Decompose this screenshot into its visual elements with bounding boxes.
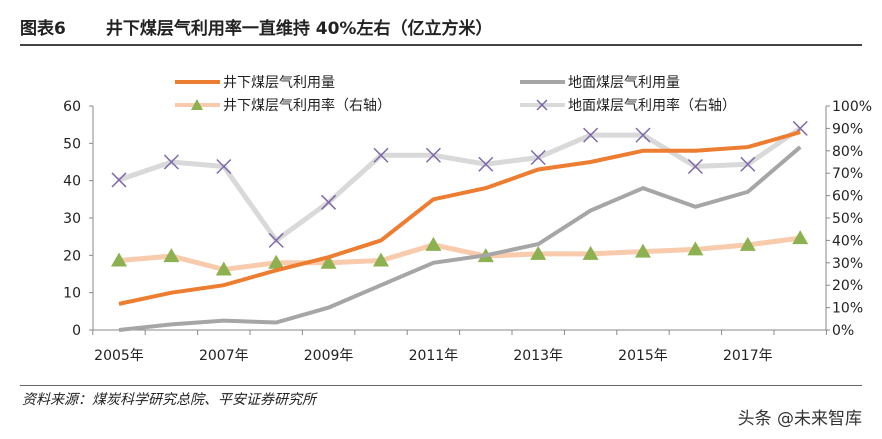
figure-title-text: 井下煤层气利用率一直维持 40%左右（亿立方米） [105, 19, 493, 39]
triangle-marker [215, 261, 232, 276]
x-tick-label: 2013年 [513, 348, 563, 364]
series-line [118, 235, 801, 273]
x-marker [635, 127, 651, 143]
x-marker [530, 149, 546, 166]
right-tick-label: 80% [832, 144, 863, 160]
triangle-marker [425, 236, 442, 251]
title-divider [20, 44, 862, 46]
figure-number: 图表6 [20, 19, 66, 39]
triangle-marker [530, 245, 547, 260]
x-tick-label: 2009年 [304, 348, 354, 364]
right-tick-label: 50% [832, 211, 863, 227]
triangle-marker [582, 245, 599, 260]
right-tick-label: 10% [832, 301, 863, 317]
left-tick-label: 10 [63, 286, 81, 302]
left-tick-label: 20 [63, 248, 81, 264]
x-marker [583, 127, 599, 143]
legend-label: 井下煤层气利用率（右轴） [223, 97, 391, 114]
x-tick-label: 2015年 [618, 348, 668, 364]
x-tick-label: 2011年 [409, 348, 459, 364]
left-tick-label: 60 [63, 99, 81, 115]
left-tick-label: 30 [63, 211, 81, 227]
x-marker [111, 172, 127, 188]
left-tick-label: 40 [63, 174, 81, 190]
footer-divider [20, 385, 862, 386]
x-marker [373, 147, 389, 163]
right-tick-label: 20% [832, 278, 863, 294]
series-line [118, 145, 802, 332]
series-line [118, 126, 802, 244]
x-marker [425, 147, 441, 163]
watermark: 头条 @未来智库 [737, 409, 862, 429]
right-tick-label: 60% [832, 189, 863, 205]
x-marker [216, 158, 232, 175]
x-tick-label: 2005年 [94, 348, 144, 364]
x-marker [163, 154, 179, 170]
x-marker [687, 158, 703, 175]
legend-label: 地面煤层气利用量 [568, 75, 680, 91]
x-tick-label: 2017年 [723, 348, 773, 364]
legend-label: 地面煤层气利用率（右轴） [568, 97, 736, 114]
triangle-marker [687, 241, 704, 256]
left-tick-label: 50 [63, 136, 81, 152]
x-marker [478, 156, 494, 172]
source-note: 资料来源：煤炭科学研究总院、平安证券研究所 [22, 392, 316, 408]
legend-label: 井下煤层气利用量 [223, 75, 335, 91]
triangle-marker [792, 230, 809, 245]
right-tick-label: 90% [832, 121, 863, 137]
triangle-marker [635, 243, 651, 258]
legend-triangle-icon [191, 99, 203, 110]
x-tick-label: 2007年 [199, 348, 249, 364]
right-tick-label: 100% [832, 99, 872, 115]
triangle-marker [111, 252, 127, 267]
right-tick-label: 40% [832, 233, 863, 249]
left-tick-label: 0 [72, 323, 81, 339]
legend-x-icon [536, 99, 548, 111]
right-tick-label: 0% [832, 323, 854, 339]
right-tick-label: 70% [832, 166, 863, 182]
figure-title: 图表6 井下煤层气利用率一直维持 40%左右（亿立方米） [20, 14, 492, 39]
x-marker [321, 194, 337, 210]
right-tick-label: 30% [832, 256, 863, 272]
triangle-marker [268, 254, 285, 269]
triangle-marker [373, 252, 389, 267]
series-line [118, 130, 801, 306]
triangle-marker [739, 236, 756, 251]
x-marker [268, 232, 284, 248]
x-marker [740, 156, 756, 172]
triangle-marker [320, 254, 337, 269]
triangle-marker [163, 248, 180, 263]
